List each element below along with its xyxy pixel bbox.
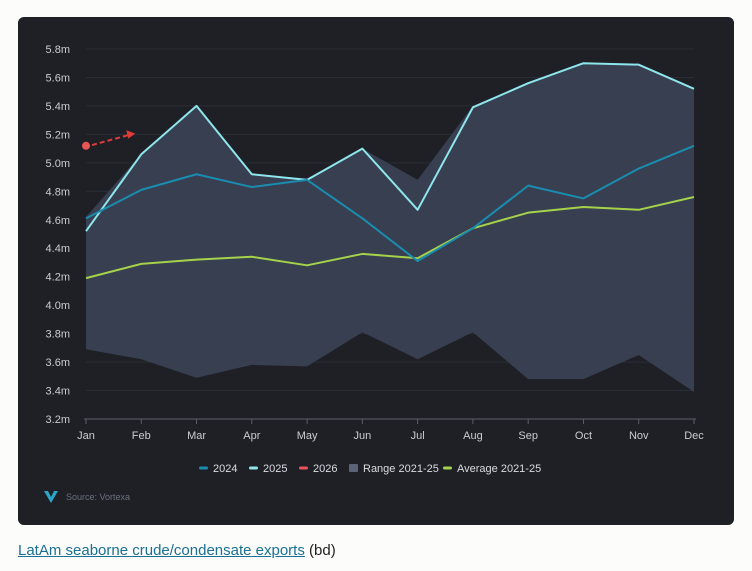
figure-caption: LatAm seaborne crude/condensate exports …: [18, 542, 336, 559]
x-tick-label: Aug: [463, 430, 483, 442]
x-tick-label: Jul: [411, 430, 425, 442]
x-tick-label: Oct: [575, 430, 592, 442]
x-tick-label: Mar: [187, 430, 206, 442]
legend-label: 2026: [313, 463, 337, 475]
range-area: [86, 63, 694, 392]
series-line-2024: [85, 144, 695, 263]
legend-swatch: [249, 466, 258, 470]
series-line-2025: [85, 62, 695, 232]
legend-swatch: [199, 466, 208, 470]
legend-label: 2024: [213, 463, 237, 475]
x-tick-label: Dec: [684, 430, 704, 442]
x-tick-label: Apr: [243, 430, 260, 442]
x-tick-label: Sep: [518, 430, 538, 442]
y-tick-label: 5.8m: [46, 44, 70, 56]
series-lines: [82, 62, 695, 280]
x-tick-label: Nov: [629, 430, 649, 442]
annotation-arrow-head: [126, 130, 136, 139]
legend-item: Range 2021-25: [349, 463, 439, 475]
legend-label: 2025: [263, 463, 287, 475]
x-tick-label: Feb: [132, 430, 151, 442]
y-tick-label: 3.8m: [46, 329, 70, 341]
legend-item: 2026: [299, 463, 337, 475]
legend-item: 2025: [249, 463, 287, 475]
y-tick-label: 5.0m: [46, 158, 70, 170]
caption-link[interactable]: LatAm seaborne crude/condensate exports: [18, 542, 305, 559]
y-tick-label: 3.2m: [46, 414, 70, 426]
x-axis: Jan Feb Mar Apr May Jun Jul Aug Sep Oct Nov Dec: [77, 418, 704, 442]
y-tick-label: 4.4m: [46, 243, 70, 255]
legend-item: 2024: [199, 463, 237, 475]
legend-label: Range 2021-25: [363, 463, 439, 475]
x-tick-label: May: [297, 430, 318, 442]
x-tick-label: Jun: [353, 430, 371, 442]
y-tick-label: 5.4m: [46, 101, 70, 113]
legend-item: Average 2021-25: [443, 463, 541, 475]
legend-swatch: [349, 464, 358, 472]
annotation-arrow-line: [91, 133, 130, 147]
series-point-2026: [82, 141, 90, 150]
source-text: Source: Vortexa: [66, 492, 130, 502]
y-tick-label: 5.2m: [46, 129, 70, 141]
y-tick-label: 3.4m: [46, 386, 70, 398]
y-tick-label: 3.6m: [46, 357, 70, 369]
source-credit: Source: Vortexa: [44, 491, 130, 503]
y-tick-label: 4.8m: [46, 186, 70, 198]
line-chart: 3.2m 3.4m 3.6m 3.8m 4.0m 4.2m 4.4m 4.6m 4.8m 5.0m…: [44, 44, 704, 503]
series-line-average-2021-25: [85, 196, 695, 280]
vortexa-logo-icon: [44, 491, 58, 503]
chart-panel: 3.2m 3.4m 3.6m 3.8m 4.0m 4.2m 4.4m 4.6m 4.8m 5.0m…: [18, 17, 734, 525]
legend-swatch: [443, 466, 452, 470]
y-tick-label: 4.2m: [46, 272, 70, 284]
annotation-arrow: [91, 130, 136, 147]
y-axis: 3.2m 3.4m 3.6m 3.8m 4.0m 4.2m 4.4m 4.6m 4.8m 5.0m…: [46, 44, 70, 426]
caption-suffix: (bd): [309, 542, 336, 559]
range-band: [86, 63, 694, 392]
legend-label: Average 2021-25: [457, 463, 541, 475]
y-tick-label: 4.0m: [46, 300, 70, 312]
legend: 2024 2025 2026 Range 2021-25 Average 2021-25: [199, 463, 541, 475]
y-tick-label: 5.6m: [46, 72, 70, 84]
x-tick-label: Jan: [77, 430, 95, 442]
legend-swatch: [299, 466, 308, 470]
y-tick-label: 4.6m: [46, 215, 70, 227]
